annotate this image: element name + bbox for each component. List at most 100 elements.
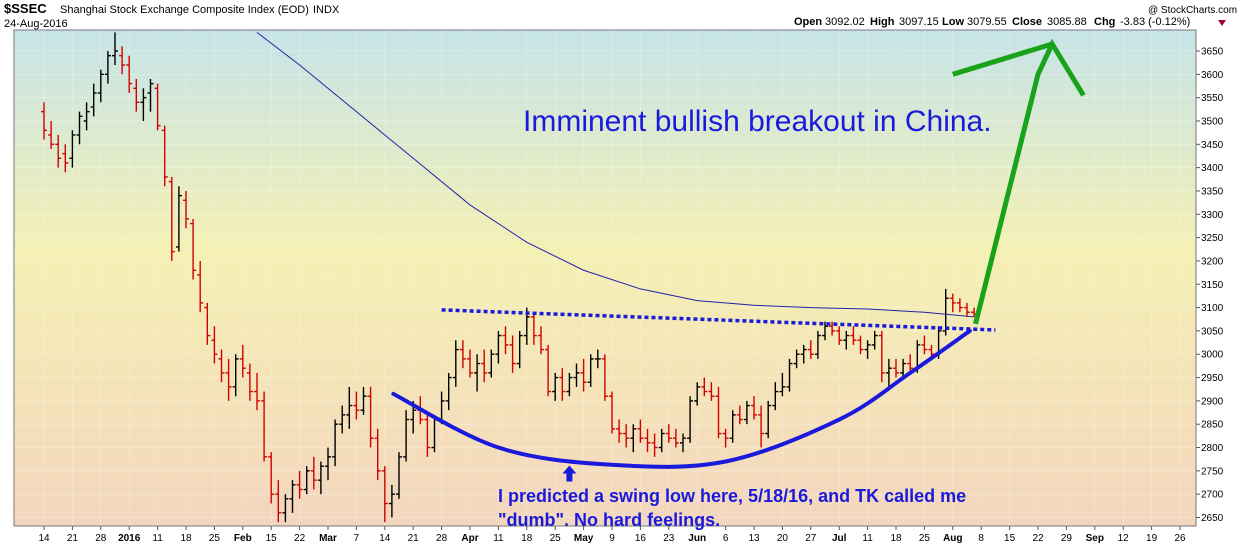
x-tick-label: 18 [890,533,902,544]
ohlc-bar [282,494,289,523]
ohlc-bar [644,428,651,453]
ohlc-bar [317,461,324,495]
ohlc-bar [41,102,47,140]
y-tick-label: 2650 [1201,513,1224,524]
y-tick-label: 2950 [1201,373,1224,384]
x-tick-label: Apr [461,533,478,544]
y-tick-label: 3500 [1201,116,1224,127]
x-tick-label: 22 [294,533,306,544]
ohlc-bar [630,424,637,453]
low-value: 3079.55 [967,16,1007,28]
ohlc-bar [254,372,260,411]
ohlc-bar [779,372,786,397]
ohlc-bar [325,447,331,481]
x-axis: 14 21 28 2016 11 18 25 Feb 15 22 Mar 7 14 21 28 Apr 11 18… [38,526,1186,544]
y-axis: 2650 2700 2750 2800 2850 2900 2950 3000 3050 3100… [1196,47,1224,524]
x-tick-label: 11 [152,533,163,544]
ohlc-bar [885,358,892,387]
ohlc-bar [488,349,495,378]
ohlc-bar [275,480,282,523]
ohlc-bar [509,335,516,373]
ohlc-bar [594,349,601,369]
x-tick-label: 21 [408,533,420,544]
ohlc-bar [445,372,452,411]
y-tick-label: 3050 [1201,326,1224,337]
ohlc-bar [104,51,111,84]
ohlc-bar [559,368,566,401]
open-value: 3092.02 [825,16,865,28]
ohlc-bar [261,391,268,462]
x-tick-label: 29 [1061,533,1073,544]
x-tick-label: 14 [38,533,50,544]
ohlc-bar [545,344,552,397]
plot-area [13,29,1197,527]
ohlc-bar [573,363,580,387]
moving-average-line [256,31,975,318]
y-tick-label: 3650 [1201,47,1224,58]
ohlc-bar [538,326,544,355]
ohlc-bar [225,358,232,401]
x-tick-label: Jun [688,533,706,544]
y-tick-label: 3600 [1201,70,1224,81]
ohlc-bar [800,344,807,364]
ohlc-bar [637,419,644,443]
high-value: 3097.15 [899,16,939,28]
chg-value: -3.83 (-0.12%) [1120,16,1190,28]
ohlc-bar [211,326,218,364]
ohlc-bar [374,428,381,481]
ohlc-bar [353,391,360,420]
ohlc-bar [197,260,204,313]
ohlc-bar [822,321,828,341]
ohlc-bar [424,414,431,457]
x-tick-label: Sep [1086,533,1104,544]
ohlc-bar [112,32,118,65]
x-tick-label: Jul [832,533,847,544]
ohlc-bar [864,340,871,359]
ohlc-bar [133,78,140,112]
ohlc-bar [587,354,594,387]
ohlc-bar [232,354,239,397]
ohlc-bar [516,330,523,369]
y-tick-label: 3200 [1201,256,1224,267]
x-tick-label: 20 [777,533,789,544]
ohlc-bar [907,354,914,373]
ohlc-bar [772,382,779,411]
y-tick-label: 2900 [1201,396,1224,407]
index-name: Shanghai Stock Exchange Composite Index … [60,4,309,16]
x-tick-label: 28 [95,533,107,544]
ohlc-bar [303,466,310,495]
open-label: Open [794,16,822,28]
ohlc-bar [367,386,374,448]
x-tick-label: 7 [354,533,360,544]
gridlines [14,30,1196,526]
ohlc-bar [161,125,168,187]
up-arrow-icon [562,465,577,482]
projection-lead-line [952,41,1053,77]
ohlc-bar [147,78,154,112]
x-tick-label: Aug [943,533,962,544]
x-tick-label: 23 [663,533,675,544]
ohlc-bar [580,358,587,392]
x-tick-label: 8 [978,533,984,544]
ohlc-bar [900,358,907,378]
ohlc-bar [956,298,963,313]
ohlc-bar [687,396,694,443]
ohlc-bar [396,452,402,499]
ohlc-bar [701,377,708,397]
ohlc-bar [765,400,772,439]
ohlc-bar [310,456,317,490]
x-tick-label: 22 [1032,533,1044,544]
ohlc-bar [857,335,864,355]
x-tick-label: 25 [919,533,931,544]
ohlc-bar [758,405,765,448]
ohlc-bar [168,176,175,261]
x-tick-label: Feb [234,533,252,544]
ohlc-bar [183,190,189,229]
x-tick-label: 2016 [118,533,141,544]
ohlc-bar [616,419,623,443]
symbol: $SSEC [4,1,47,16]
ohlc-bar [672,428,679,448]
price-bars [41,32,978,523]
x-tick-label: 14 [379,533,391,544]
